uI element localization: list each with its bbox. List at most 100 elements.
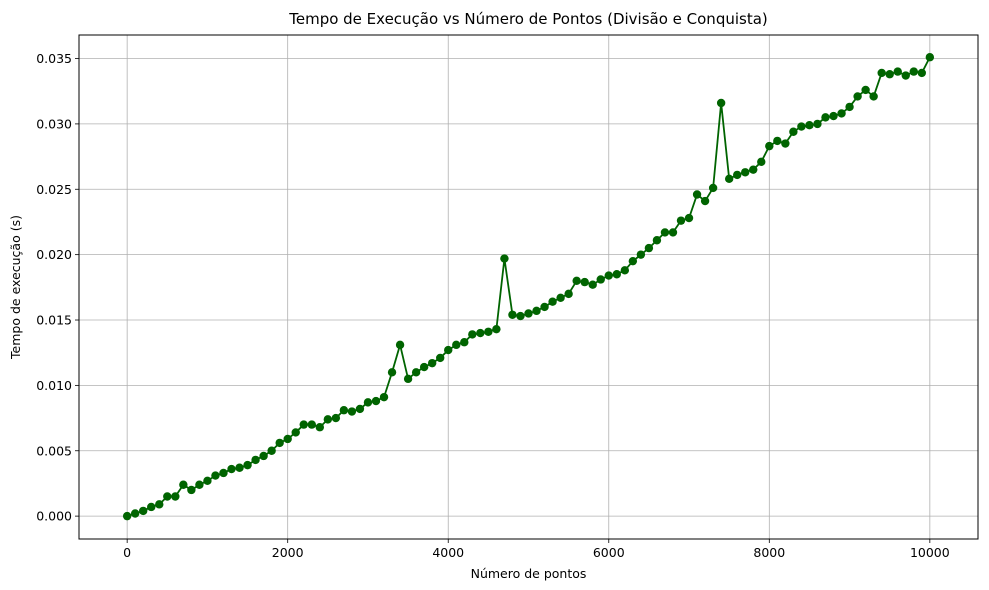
data-point bbox=[203, 476, 212, 486]
data-point bbox=[187, 485, 196, 495]
data-point bbox=[524, 309, 533, 318]
x-tick-label: 6000 bbox=[593, 545, 625, 560]
data-point bbox=[363, 398, 373, 407]
data-point bbox=[347, 407, 357, 416]
data-point bbox=[379, 392, 389, 402]
data-point bbox=[219, 468, 228, 478]
data-point bbox=[556, 293, 565, 302]
data-point bbox=[179, 480, 188, 489]
data-point bbox=[612, 270, 621, 279]
data-point bbox=[829, 111, 838, 121]
data-point bbox=[532, 306, 541, 316]
data-point bbox=[235, 463, 244, 472]
data-point bbox=[564, 289, 573, 299]
data-point bbox=[476, 328, 485, 338]
data-point bbox=[243, 460, 252, 470]
data-point bbox=[869, 92, 878, 101]
y-tick-label: 0.010 bbox=[36, 378, 72, 393]
data-point bbox=[267, 446, 276, 455]
data-point bbox=[837, 109, 846, 118]
x-tick-label: 8000 bbox=[753, 545, 785, 560]
data-point bbox=[403, 374, 413, 384]
data-point bbox=[500, 254, 509, 263]
data-point bbox=[163, 492, 172, 501]
data-point bbox=[797, 122, 806, 131]
grid-lines bbox=[79, 35, 978, 539]
data-point bbox=[652, 236, 662, 245]
data-point bbox=[419, 362, 429, 372]
data-point bbox=[387, 368, 397, 377]
data-point bbox=[821, 113, 830, 122]
y-tick-label: 0.015 bbox=[36, 313, 72, 328]
data-point bbox=[877, 68, 886, 78]
data-point bbox=[436, 353, 445, 363]
data-point bbox=[452, 340, 461, 350]
data-point bbox=[122, 511, 132, 521]
data-point bbox=[548, 297, 557, 306]
data-point bbox=[620, 266, 630, 275]
x-tick-label: 0 bbox=[123, 545, 131, 560]
x-tick-label: 2000 bbox=[272, 545, 304, 560]
data-point bbox=[492, 324, 501, 334]
data-point bbox=[845, 102, 854, 112]
data-point bbox=[644, 243, 654, 253]
data-point bbox=[516, 311, 525, 321]
data-point bbox=[580, 277, 589, 287]
x-tick-label: 4000 bbox=[432, 545, 464, 560]
data-point bbox=[805, 121, 814, 130]
data-point bbox=[315, 423, 325, 432]
data-point bbox=[596, 275, 605, 284]
y-axis-label: Tempo de execução (s) bbox=[8, 215, 23, 360]
data-point bbox=[355, 404, 365, 414]
data-point bbox=[741, 168, 750, 177]
data-point bbox=[227, 464, 236, 474]
data-point bbox=[861, 85, 870, 95]
data-point bbox=[732, 170, 742, 180]
data-point bbox=[716, 98, 726, 108]
data-point bbox=[588, 280, 597, 289]
data-point bbox=[885, 70, 894, 79]
data-point bbox=[757, 157, 766, 167]
data-point bbox=[604, 271, 613, 280]
data-point bbox=[299, 420, 308, 429]
data-point bbox=[411, 368, 421, 377]
y-tick-label: 0.030 bbox=[36, 116, 72, 131]
data-point bbox=[251, 455, 260, 465]
data-point bbox=[468, 330, 477, 339]
data-point bbox=[259, 451, 268, 461]
data-point bbox=[195, 480, 204, 489]
data-point bbox=[765, 141, 774, 151]
data-point bbox=[307, 420, 316, 429]
data-point bbox=[484, 327, 493, 336]
plot-area-frame bbox=[78, 34, 979, 540]
data-point bbox=[917, 68, 927, 78]
data-point bbox=[773, 136, 782, 146]
data-point bbox=[628, 256, 638, 266]
y-tick-label: 0.000 bbox=[36, 509, 72, 524]
data-point bbox=[668, 228, 678, 237]
data-point bbox=[460, 338, 469, 347]
data-point bbox=[291, 428, 300, 437]
data-point bbox=[211, 471, 220, 480]
data-point bbox=[789, 127, 798, 136]
data-point bbox=[155, 500, 164, 509]
data-point bbox=[692, 190, 702, 199]
x-tick-label: 10000 bbox=[910, 545, 950, 560]
data-point bbox=[749, 165, 758, 174]
data-point bbox=[660, 228, 670, 237]
data-point bbox=[427, 358, 437, 368]
data-point bbox=[371, 396, 381, 406]
data-point bbox=[130, 509, 140, 518]
data-point bbox=[893, 67, 902, 76]
data-point bbox=[395, 340, 405, 350]
data-point bbox=[853, 92, 862, 101]
data-point bbox=[781, 139, 790, 148]
data-point bbox=[925, 53, 935, 62]
data-point bbox=[147, 502, 156, 512]
data-point bbox=[139, 506, 148, 516]
series-layer bbox=[122, 53, 935, 521]
data-point bbox=[275, 438, 284, 448]
data-point bbox=[901, 71, 910, 80]
